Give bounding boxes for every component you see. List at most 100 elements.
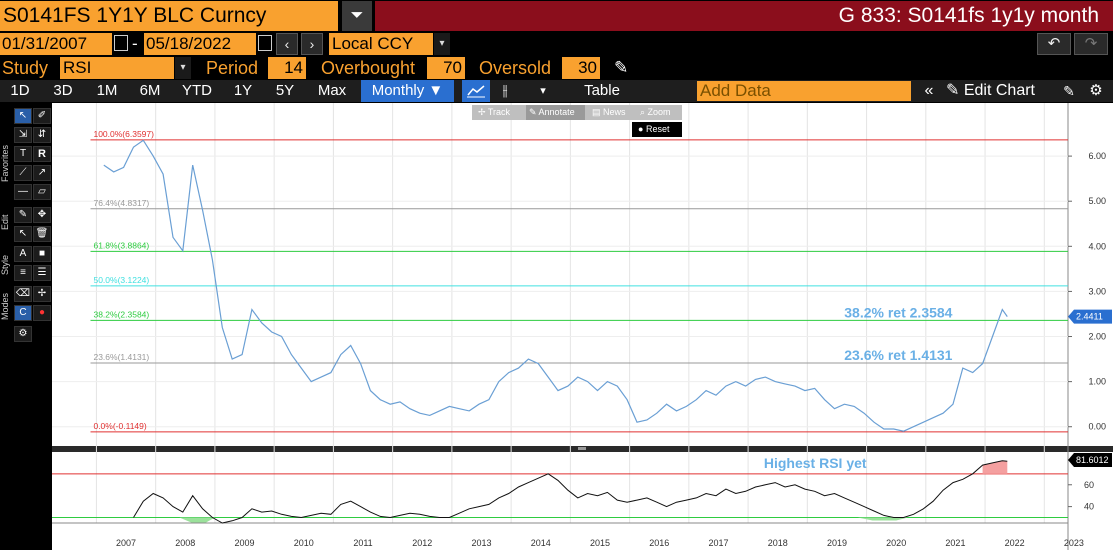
end-date-input[interactable]: 05/18/2022: [144, 33, 256, 55]
edit-chart-label: Edit Chart: [963, 82, 1035, 99]
r-tool[interactable]: R: [33, 146, 51, 162]
range-max[interactable]: Max: [317, 82, 347, 99]
reset-button[interactable]: ● Reset: [632, 122, 682, 137]
menu-dropdown-button[interactable]: ⏷: [342, 1, 372, 31]
tab-style[interactable]: Style: [0, 255, 10, 276]
last-price-flag: [1068, 309, 1112, 324]
last-price-label: 2.4411: [1076, 312, 1103, 322]
modes-bar: ✢ Track ✎ Annotate ▤ News ⌕ Zoom: [472, 105, 682, 120]
year-tick-label: 2011: [353, 538, 372, 548]
text-tool[interactable]: T: [14, 146, 32, 162]
hline-tool[interactable]: —: [14, 184, 32, 200]
magnet-tool[interactable]: C: [14, 305, 32, 321]
range-1d[interactable]: 1D: [10, 82, 30, 99]
line-chart-button[interactable]: [462, 80, 490, 102]
rsi-series-line: [133, 460, 1008, 524]
tab-edit[interactable]: Edit: [0, 214, 10, 230]
gear-button[interactable]: ⚙: [1085, 80, 1107, 102]
trash-icon[interactable]: 🗑: [33, 226, 51, 242]
draw-tool[interactable]: ✐: [33, 108, 51, 124]
font-tool[interactable]: A: [14, 246, 32, 262]
chart-type-dropdown[interactable]: ▾: [532, 80, 554, 102]
price-tick-label: 5.00: [1088, 196, 1106, 206]
reset-icon: ●: [638, 124, 644, 134]
study-dropdown-button[interactable]: ▾: [175, 57, 191, 79]
settings-tool[interactable]: ⚙: [14, 326, 32, 342]
annotate-button[interactable]: ✎ Annotate: [526, 105, 585, 120]
tab-favorites[interactable]: Favorites: [0, 144, 10, 182]
year-tick-label: 2010: [294, 538, 314, 548]
color-tool[interactable]: ●: [33, 305, 51, 321]
collapse-button[interactable]: «: [918, 80, 940, 102]
fib-level-label: 61.8%(3.8864): [93, 240, 149, 250]
ray-tool[interactable]: ↗: [33, 165, 51, 181]
prev-arrow-button[interactable]: ‹: [276, 33, 298, 55]
trendline-tool[interactable]: ⟋: [14, 165, 32, 181]
pane-splitter-grip: [578, 447, 586, 450]
currency-dropdown-button[interactable]: ▾: [434, 33, 450, 55]
price-plot-area: [52, 103, 1068, 446]
title-bar: G 833: S0141fs 1y1y month: [375, 1, 1113, 31]
axis-tool[interactable]: ⇲: [14, 127, 32, 143]
price-series-line: [103, 139, 1008, 432]
fib-level-label: 0.0%(-0.1149): [93, 421, 146, 431]
security-field[interactable]: S0141FS 1Y1Y BLC Curncy: [0, 1, 338, 31]
calendar-icon[interactable]: [258, 35, 272, 51]
start-date-input[interactable]: 01/31/2007: [0, 33, 112, 55]
last-rsi-flag: [1068, 453, 1112, 467]
period-input[interactable]: 14: [268, 57, 306, 79]
fib-level-label: 76.4%(4.8317): [93, 198, 149, 208]
edit-chart-button[interactable]: ✎ Edit Chart: [946, 80, 1050, 102]
channel-tool[interactable]: ▱: [33, 184, 51, 200]
currency-select[interactable]: Local CCY: [329, 33, 433, 55]
calendar-icon[interactable]: [114, 35, 128, 51]
next-arrow-button[interactable]: ›: [301, 33, 323, 55]
period-label: Period: [206, 58, 259, 78]
fib-level-label: 100.0%(6.3597): [93, 129, 154, 139]
cursor-tool[interactable]: ↖: [14, 108, 32, 124]
range-1m[interactable]: 1M: [96, 82, 118, 99]
chart-settings-button[interactable]: ✎: [1058, 80, 1080, 102]
price-tick-label: 4.00: [1088, 241, 1106, 251]
pencil-icon[interactable]: ✎: [614, 58, 629, 77]
price-tick-label: 1.00: [1088, 377, 1106, 387]
undo-button[interactable]: ↶: [1037, 33, 1071, 55]
range-3d[interactable]: 3D: [53, 82, 73, 99]
table-button[interactable]: Table: [584, 82, 620, 99]
edit-pencil-tool[interactable]: ✎: [14, 207, 32, 223]
oversold-input[interactable]: 30: [562, 57, 600, 79]
zoom-button[interactable]: ⌕ Zoom: [640, 107, 671, 117]
annotation-label: 23.6% ret 1.4131: [844, 347, 952, 363]
add-data-input[interactable]: Add Data: [697, 81, 911, 101]
study-select[interactable]: RSI: [60, 57, 174, 79]
bar-chart-button[interactable]: ⫲: [494, 80, 516, 102]
redo-icon: ↷: [1084, 35, 1098, 52]
fib-tool[interactable]: ⇵: [33, 127, 51, 143]
price-tick-label: 3.00: [1088, 286, 1106, 296]
tab-modes[interactable]: Modes: [0, 292, 10, 320]
eraser-tool[interactable]: ⌫: [14, 286, 32, 302]
range-5y[interactable]: 5Y: [275, 82, 295, 99]
oversold-fill: [179, 517, 215, 523]
track-button[interactable]: ✢ Track: [478, 107, 511, 117]
news-button[interactable]: ▤ News: [592, 107, 626, 117]
year-tick-label: 2012: [412, 538, 432, 548]
crosshair-tool[interactable]: ✢: [33, 286, 51, 302]
double-chevron-left-icon: «: [924, 82, 934, 99]
main-chart[interactable]: 2007 2008 2009 2010 2011 2012 2013 2014 2015 2016…: [52, 103, 1113, 550]
year-tick-label: 2014: [531, 538, 551, 548]
range-ytd[interactable]: YTD: [182, 82, 212, 99]
price-tick-label: 6.00: [1088, 151, 1106, 161]
range-6m[interactable]: 6M: [139, 82, 161, 99]
range-1y[interactable]: 1Y: [233, 82, 253, 99]
fill-tool[interactable]: ■: [33, 246, 51, 262]
select-tool[interactable]: ↖: [14, 226, 32, 242]
redo-button[interactable]: ↷: [1074, 33, 1108, 55]
year-tick-label: 2016: [649, 538, 669, 548]
overbought-input[interactable]: 70: [427, 57, 465, 79]
pencil-icon: ✎: [946, 82, 960, 99]
line-style-tool[interactable]: ≡: [14, 265, 32, 281]
frequency-select[interactable]: Monthly ▼: [361, 80, 454, 102]
move-tool[interactable]: ✥: [33, 207, 51, 223]
line-width-tool[interactable]: ☰: [33, 265, 51, 281]
